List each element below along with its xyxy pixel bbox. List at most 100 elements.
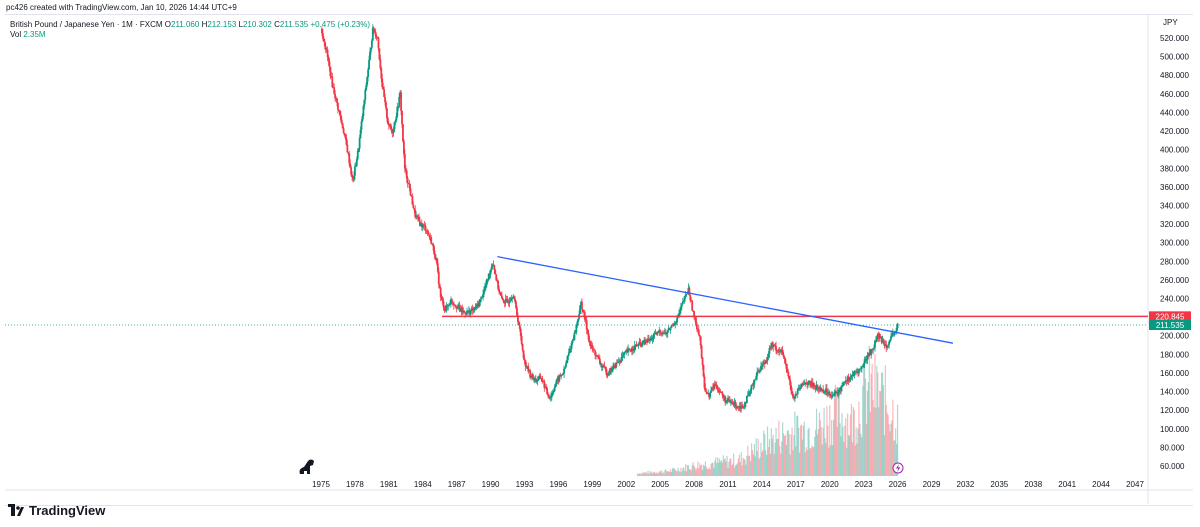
candle-body: [822, 389, 825, 393]
candle-body: [695, 317, 697, 325]
y-tick-label: 460.000: [1160, 90, 1189, 99]
volume-bar: [826, 406, 828, 476]
volume-bar: [760, 442, 762, 476]
volume-bar: [686, 465, 689, 476]
candle-body: [341, 123, 344, 129]
candle-body: [731, 402, 734, 404]
volume-bar: [688, 469, 690, 476]
x-tick-label: 1981: [380, 480, 398, 489]
volume-bar: [746, 455, 748, 476]
candle-body: [879, 336, 882, 338]
candle-body: [669, 327, 672, 330]
candle-body: [359, 129, 362, 139]
candle-body: [458, 305, 461, 308]
candle-body: [382, 87, 385, 90]
volume-bar: [702, 464, 705, 476]
candle-body: [776, 350, 778, 352]
volume-bar: [774, 442, 776, 476]
candle-body: [511, 297, 514, 299]
symbol-title[interactable]: British Pound / Japanese Yen · 1M · FXCM: [10, 20, 163, 29]
candle-body: [865, 359, 868, 361]
volume-bar: [811, 445, 813, 476]
candle-body: [565, 360, 568, 364]
candle-body: [470, 308, 473, 311]
candle-body: [441, 299, 444, 302]
candle-body: [585, 320, 588, 330]
volume-bar: [801, 439, 804, 476]
volume-bar: [706, 468, 708, 476]
candle-body: [885, 344, 888, 348]
candle-body: [370, 47, 372, 52]
candle-body: [791, 390, 793, 394]
candle-body: [793, 397, 795, 399]
candle-body: [496, 280, 499, 282]
candle-body: [325, 49, 328, 51]
candle-body: [630, 350, 632, 352]
volume-bar: [708, 467, 710, 476]
candle-body: [676, 317, 679, 323]
candle-body: [737, 406, 740, 408]
resistance-price-tag: 220.845: [1156, 312, 1185, 321]
candle-body: [530, 377, 532, 378]
candle-body: [557, 377, 560, 382]
volume-bar: [797, 415, 799, 476]
candle-body: [883, 343, 886, 346]
candle-body: [824, 391, 826, 393]
candle-body: [571, 340, 574, 343]
candle-body: [592, 348, 595, 350]
candle-body: [597, 355, 599, 358]
candle-body: [615, 362, 618, 364]
volume-bar: [884, 365, 886, 476]
candle-body: [487, 273, 490, 281]
candle-body: [381, 78, 384, 88]
candle-body: [678, 313, 680, 317]
candle-body: [830, 395, 833, 397]
tradingview-brand[interactable]: TradingView: [8, 503, 105, 518]
candle-body: [337, 102, 339, 110]
candle-body: [548, 395, 550, 398]
volume-bar: [823, 407, 825, 476]
dinosaur-icon[interactable]: [299, 459, 315, 475]
volume-bar: [821, 444, 823, 476]
candle-body: [718, 391, 721, 393]
candle-body: [534, 378, 537, 382]
candle-body: [549, 397, 551, 399]
x-tick-label: 2014: [753, 480, 771, 489]
volume-bar: [799, 425, 802, 476]
volume-bar: [793, 435, 795, 476]
candle-body: [348, 153, 351, 164]
volume-bar: [855, 427, 857, 476]
candle-body: [525, 366, 528, 368]
volume-bar: [714, 460, 716, 476]
candle-body: [793, 396, 796, 398]
candle-body: [805, 382, 808, 385]
candle-body: [411, 195, 414, 205]
y-tick-label: 420.000: [1160, 127, 1189, 136]
candle-body: [616, 361, 619, 364]
volume-bar: [725, 461, 727, 476]
volume-bar: [830, 445, 832, 476]
candle-body: [790, 385, 793, 391]
candle-body: [670, 325, 673, 328]
x-tick-label: 2038: [1024, 480, 1042, 489]
candle-body: [809, 380, 811, 383]
candle-body: [641, 342, 644, 347]
candle-body: [610, 367, 613, 372]
candle-body: [725, 400, 728, 403]
candle-body: [502, 300, 505, 303]
volume-bar: [868, 345, 870, 476]
volume-bar: [789, 454, 791, 476]
candle-body: [719, 391, 722, 393]
candle-body: [435, 258, 437, 259]
volume-bar: [888, 424, 890, 476]
candle-body: [703, 376, 706, 388]
volume-bar: [770, 428, 772, 476]
candle-body: [403, 153, 406, 169]
candle-body: [845, 380, 848, 382]
candle-body: [654, 332, 657, 334]
volume-bar: [842, 426, 844, 476]
volume-bar: [689, 469, 691, 476]
volume-bar: [694, 467, 696, 476]
candle-body: [697, 329, 700, 335]
